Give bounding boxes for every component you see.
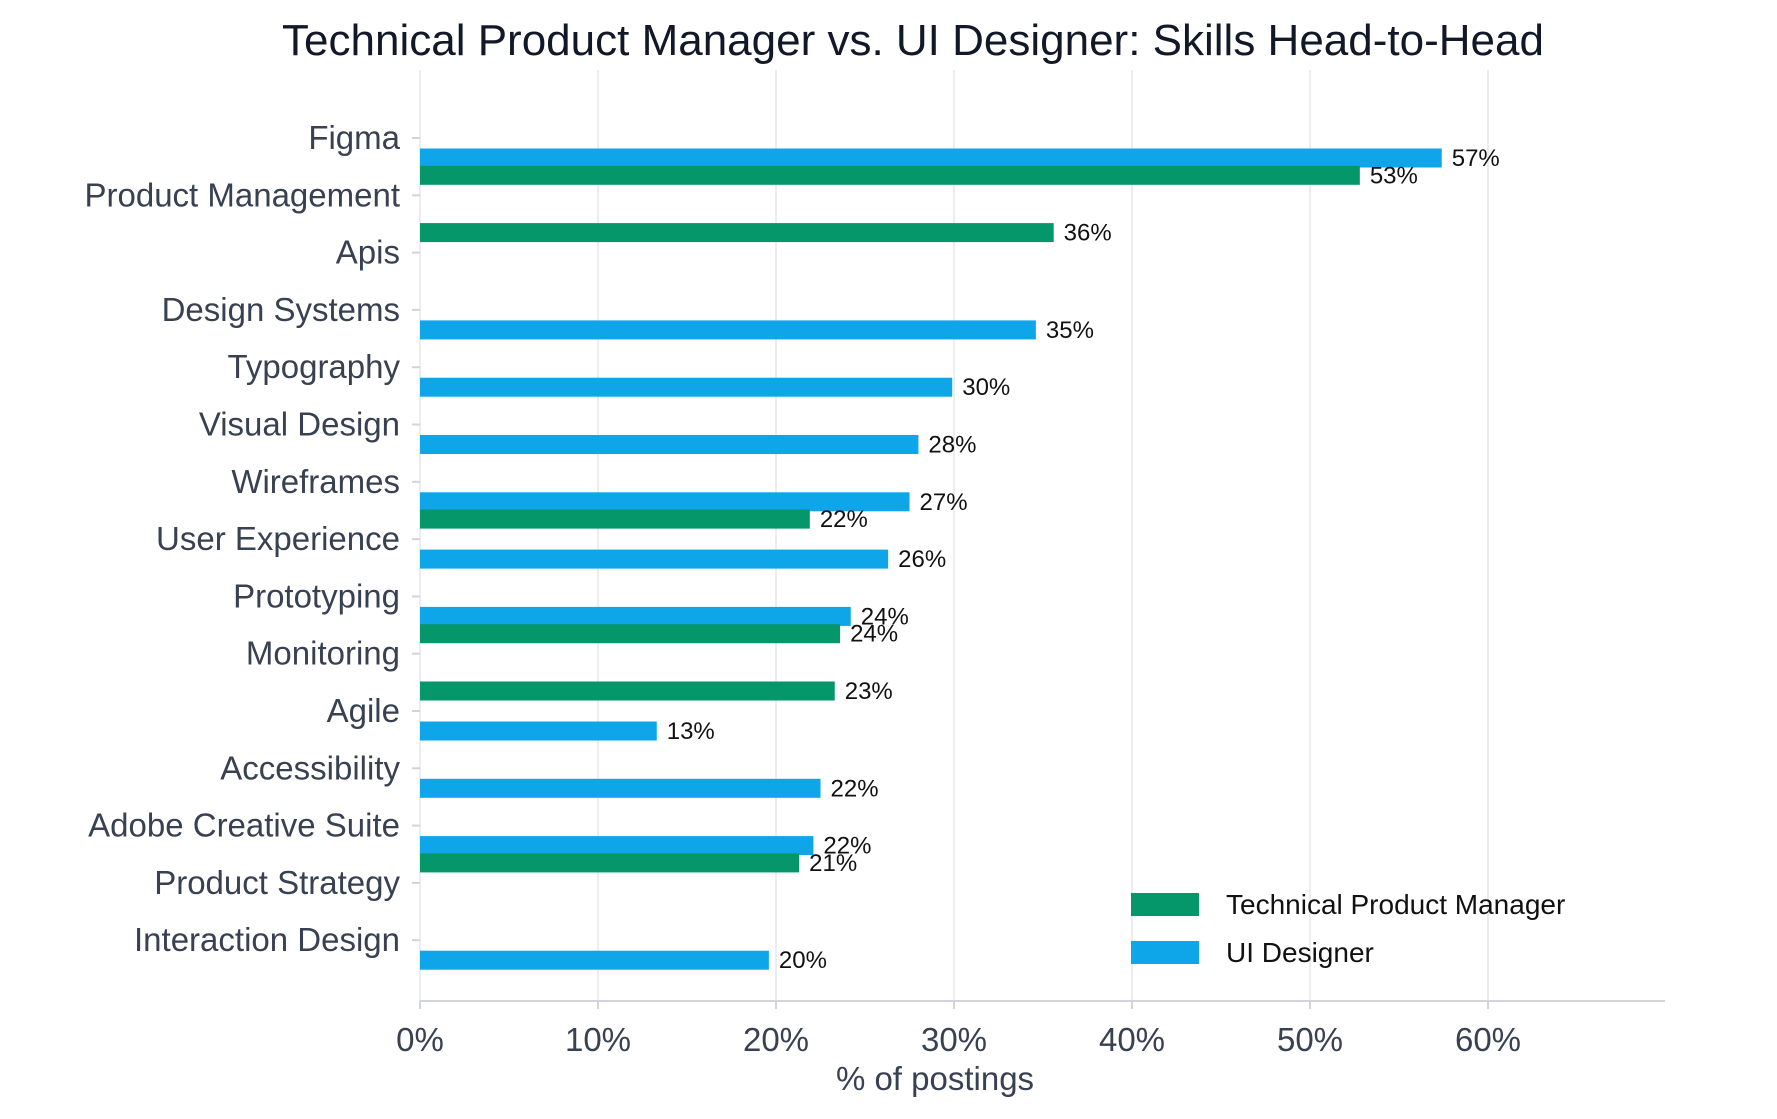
data-label: 22% [831,775,879,802]
category-label: Visual Design [199,406,400,443]
bar [420,148,1442,168]
category-label: Adobe Creative Suite [88,807,400,844]
value-labels: 57% 53% 36% 35% 30% 28% 27% 22% 26% 24%24% 23% 13% 2… [667,145,1500,974]
bar [420,853,800,873]
data-label: 28% [928,432,976,459]
x-tick-label: 40% [1099,1021,1165,1058]
category-label: Interaction Design [134,921,400,958]
data-label: 21% [809,850,857,877]
bar [420,320,1036,340]
category-label: Apis [336,234,400,271]
category-label: Figma [308,119,400,156]
legend: Technical Product Manager UI Designer [1131,889,1565,968]
bar [420,435,919,454]
data-label: 24% [861,603,909,630]
bar [420,377,953,397]
data-label: 53% [1370,162,1418,189]
legend-swatch [1131,941,1199,964]
bar [420,950,769,970]
x-tick-label: 20% [743,1021,809,1058]
data-label: 57% [1452,145,1500,172]
data-label: 36% [1064,220,1112,247]
category-label: User Experience [156,520,400,557]
x-tick-label: 10% [565,1021,631,1058]
x-tick-label: 0% [396,1021,444,1058]
data-label: 27% [920,489,968,516]
data-label: 30% [962,374,1010,401]
data-label: 23% [845,678,893,705]
bar [420,165,1360,185]
x-axis: 0% 10% 20% 30% 40% 50% 60% [396,1000,1665,1058]
bar [420,681,835,701]
data-label: 22% [820,506,868,533]
category-label: Prototyping [233,577,400,614]
category-labels: Figma Product Management Apis Design System… [84,119,420,958]
data-label: 24% [850,621,898,648]
bar [420,492,910,512]
bars [420,148,1442,970]
chart-title: Technical Product Manager vs. UI Designe… [282,16,1544,65]
bar [420,549,889,569]
x-tick-label: 60% [1455,1021,1521,1058]
data-label: 13% [667,718,715,745]
category-label: Product Management [84,176,400,213]
data-label: 20% [779,947,827,974]
bar [420,223,1054,243]
category-label: Accessibility [220,749,400,786]
legend-swatch [1131,893,1199,916]
bar [420,606,851,626]
category-label: Design Systems [162,291,400,328]
legend-entry: UI Designer [1226,937,1374,968]
bar [420,721,657,741]
x-tick-label: 50% [1277,1021,1343,1058]
category-label: Typography [228,348,401,385]
data-label: 35% [1046,317,1094,344]
data-label: 26% [898,546,946,573]
category-label: Monitoring [246,635,400,672]
category-label: Agile [327,692,400,729]
data-label: 22% [823,833,871,860]
x-tick-label: 30% [921,1021,987,1058]
bar [420,624,841,644]
bar [420,509,810,529]
category-label: Wireframes [231,463,400,500]
x-axis-title: % of postings [836,1060,1034,1097]
bar [420,778,821,798]
bar [420,836,814,856]
category-label: Product Strategy [154,864,400,901]
legend-entry: Technical Product Manager [1226,889,1565,920]
